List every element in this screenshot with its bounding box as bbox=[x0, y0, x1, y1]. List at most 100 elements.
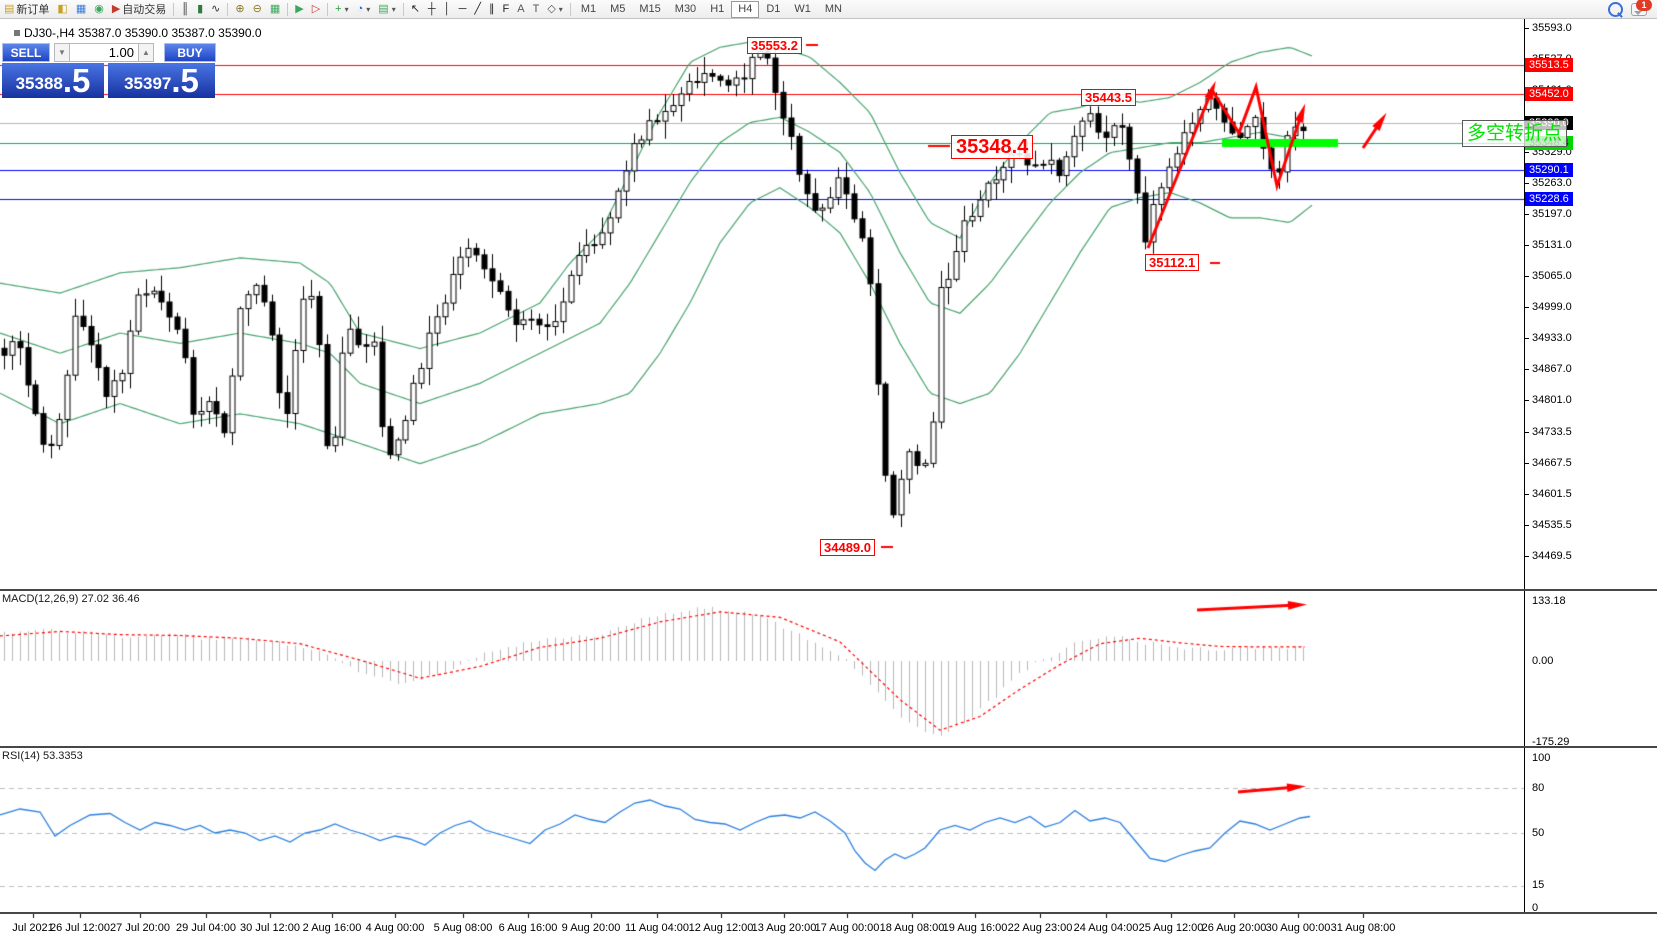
price-tick-label: 34469.5 bbox=[1532, 550, 1572, 563]
cursor-icon[interactable]: ↖ bbox=[407, 1, 424, 17]
time-axis-label: 31 Aug 08:00 bbox=[1330, 922, 1396, 934]
chart-window-icon[interactable]: ▦ bbox=[72, 1, 90, 17]
search-icon[interactable] bbox=[1608, 1, 1623, 17]
time-axis-label: 13 Aug 20:00 bbox=[751, 922, 817, 934]
tile-windows-icon: ▦ bbox=[269, 3, 281, 15]
channel-icon[interactable]: ∥ bbox=[485, 1, 499, 17]
time-axis-label: 18 Aug 08:00 bbox=[879, 922, 945, 934]
chevron-down-icon: ▾ bbox=[391, 4, 396, 14]
time-axis-label: 2 Aug 16:00 bbox=[302, 922, 362, 934]
horizontal-line-icon[interactable]: ─ bbox=[455, 1, 471, 17]
candlestick-chart-icon[interactable]: ▮ bbox=[193, 1, 207, 17]
price-badge: 35228.6 bbox=[1525, 192, 1573, 207]
price-annotation: 35443.5 bbox=[1081, 89, 1136, 106]
timeframe-m5[interactable]: M5 bbox=[610, 3, 626, 15]
time-axis-label: 6 Aug 16:00 bbox=[498, 922, 558, 934]
price-annotation: 35553.2 bbox=[747, 37, 802, 54]
time-axis-label: 30 Aug 00:00 bbox=[1265, 922, 1331, 934]
rsi-indicator-canvas[interactable] bbox=[0, 748, 1524, 912]
line-chart-icon[interactable]: ∿ bbox=[207, 1, 224, 17]
add-indicator-icon[interactable]: + ▾ bbox=[331, 1, 352, 17]
price-tick-label: 35065.0 bbox=[1532, 270, 1572, 283]
sell-button[interactable]: SELL bbox=[2, 43, 50, 62]
price-tick-label: 34535.5 bbox=[1532, 519, 1572, 532]
price-tick-label: 34801.0 bbox=[1532, 394, 1572, 407]
text-icon[interactable]: A bbox=[513, 1, 528, 17]
new-order-button[interactable]: ▤ 新订单 bbox=[0, 1, 53, 17]
auto-scroll-icon[interactable]: ▷ bbox=[308, 1, 324, 17]
autotrading-button[interactable]: ▶ 自动交易 bbox=[108, 1, 170, 17]
period-icon[interactable]: ◔ ▾ bbox=[353, 1, 375, 17]
zoom-out-icon[interactable]: ⊖ bbox=[249, 1, 266, 17]
main-chart-canvas[interactable] bbox=[0, 18, 1524, 589]
add-indicator-icon: + bbox=[335, 3, 342, 15]
sell-price-fraction: .5 bbox=[62, 62, 91, 99]
price-tick-mark bbox=[1525, 183, 1529, 185]
timeframe-h1[interactable]: H1 bbox=[710, 3, 725, 15]
price-tick-mark bbox=[1525, 431, 1529, 433]
sell-price[interactable]: 35388 .5 bbox=[2, 63, 104, 98]
buy-price[interactable]: 35397 .5 bbox=[108, 63, 215, 98]
time-axis-label: 4 Aug 00:00 bbox=[365, 922, 425, 934]
price-tick-mark bbox=[1525, 307, 1529, 309]
styles-icon[interactable]: ◧ bbox=[53, 1, 71, 17]
time-axis-label: 12 Aug 12:00 bbox=[688, 922, 754, 934]
rsi-scale-label: 80 bbox=[1532, 782, 1545, 794]
fibonacci-icon[interactable]: F bbox=[499, 1, 514, 17]
price-tick-mark bbox=[1525, 276, 1529, 278]
timeframe-d1[interactable]: D1 bbox=[766, 3, 781, 15]
text-label-icon: T bbox=[532, 3, 540, 15]
price-tick-label: 34733.5 bbox=[1532, 425, 1572, 438]
timeframe-m1[interactable]: M1 bbox=[580, 3, 597, 15]
timeframe-h4[interactable]: H4 bbox=[731, 0, 760, 18]
zoom-out-icon: ⊖ bbox=[252, 3, 262, 15]
main-toolbar: ▤ 新订单 ◧ ▦ ◉ ▶ 自动交易 ║ ▮ ∿ ⊕ ⊖ ▦ ▶ ▷ + ▾ ◔ ▾ ▤ ▾ ↖ ┼ │ ─ ╱ ∥ F A T ◇ ▾ M1… bbox=[0, 0, 1657, 19]
timeframe-m30[interactable]: M30 bbox=[674, 3, 697, 15]
toolbar-right: 1 bbox=[1608, 0, 1657, 17]
channel-icon: ∥ bbox=[489, 3, 495, 15]
price-axis-border bbox=[1524, 18, 1525, 914]
zoom-in-icon[interactable]: ⊕ bbox=[231, 1, 248, 17]
timeframe-w1[interactable]: W1 bbox=[794, 3, 811, 15]
price-tick-mark bbox=[1525, 214, 1529, 216]
chart-window-icon: ▦ bbox=[75, 3, 87, 15]
time-axis-label: 9 Aug 20:00 bbox=[561, 922, 621, 934]
price-annotation: 35348.4 bbox=[951, 135, 1034, 159]
price-annotation: 34489.0 bbox=[820, 539, 875, 556]
rsi-scale-label: 0 bbox=[1532, 902, 1539, 914]
time-axis-label: 26 Jul 12:00 bbox=[50, 922, 110, 934]
chart-title-text: DJ30-,H4 35387.0 35390.0 35387.0 35390.0 bbox=[24, 26, 262, 40]
buy-price-main: 35397 bbox=[124, 74, 172, 93]
volume-down-button[interactable]: ▼ bbox=[54, 43, 70, 62]
period-icon: ◔ bbox=[356, 3, 364, 15]
buy-button[interactable]: BUY bbox=[164, 43, 216, 62]
timeframe-m15[interactable]: M15 bbox=[639, 3, 661, 15]
time-axis-label: Jul 2021 bbox=[12, 922, 54, 934]
panel-separator[interactable] bbox=[0, 746, 1657, 748]
signal-icon[interactable]: ◉ bbox=[90, 1, 108, 17]
timeframe-mn[interactable]: MN bbox=[824, 3, 842, 15]
template-icon[interactable]: ▤ ▾ bbox=[374, 1, 399, 17]
autotrading-button-label: 自动交易 bbox=[122, 4, 167, 16]
time-axis-label: 11 Aug 04:00 bbox=[624, 922, 690, 934]
toolbar-separator bbox=[287, 2, 289, 16]
text-label-icon[interactable]: T bbox=[529, 1, 544, 17]
chart-shift-icon[interactable]: ▶ bbox=[291, 1, 307, 17]
volume-up-button[interactable]: ▲ bbox=[138, 43, 154, 62]
vertical-line-icon[interactable]: │ bbox=[440, 1, 455, 17]
volume-input[interactable]: 1.00 bbox=[70, 43, 138, 62]
trendline-icon[interactable]: ╱ bbox=[470, 1, 485, 17]
panel-separator[interactable] bbox=[0, 589, 1657, 591]
chat-icon[interactable]: 1 bbox=[1631, 0, 1652, 16]
rsi-scale-label: 50 bbox=[1532, 827, 1545, 839]
price-tick-mark bbox=[1525, 28, 1529, 29]
crosshair-icon[interactable]: ┼ bbox=[424, 1, 440, 17]
price-tick-mark bbox=[1525, 369, 1529, 371]
horizontal-line-icon: ─ bbox=[458, 3, 467, 15]
tile-windows-icon[interactable]: ▦ bbox=[266, 1, 284, 17]
macd-indicator-canvas[interactable] bbox=[0, 591, 1524, 746]
time-axis-label: 19 Aug 16:00 bbox=[942, 922, 1008, 934]
arrows-object-icon[interactable]: ◇ ▾ bbox=[543, 1, 566, 17]
bar-chart-icon[interactable]: ║ bbox=[177, 1, 193, 17]
